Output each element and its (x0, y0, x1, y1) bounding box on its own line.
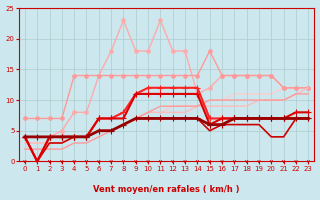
X-axis label: Vent moyen/en rafales ( km/h ): Vent moyen/en rafales ( km/h ) (93, 185, 240, 194)
